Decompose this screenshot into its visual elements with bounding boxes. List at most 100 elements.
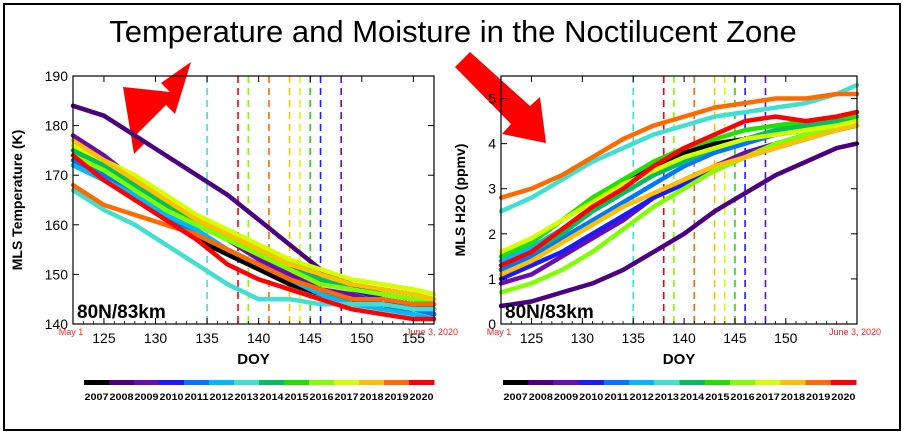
temperature-y-axis-label: MLS Temperature (K) bbox=[9, 130, 25, 271]
temperature-series-line bbox=[70, 143, 437, 297]
moisture-legend-label: 2012 bbox=[630, 392, 654, 402]
temperature-legend-swatch bbox=[284, 380, 310, 385]
temperature-y-tick-label: 150 bbox=[45, 266, 69, 282]
temperature-x-tick-label: 150 bbox=[350, 330, 374, 346]
moisture-legend-label: 2016 bbox=[730, 392, 754, 402]
moisture-legend-label: 2011 bbox=[604, 392, 628, 402]
moisture-y-tick-label: 0 bbox=[488, 316, 496, 332]
left-red-arrow-icon bbox=[123, 62, 191, 154]
figure-frame bbox=[3, 3, 901, 431]
temperature-legend-swatch bbox=[109, 380, 135, 385]
temperature-legend-label: 2011 bbox=[185, 392, 209, 402]
moisture-region-label: 80N/83km bbox=[505, 302, 594, 323]
temperature-legend-label: 2016 bbox=[310, 392, 334, 402]
temperature-legend-label: 2018 bbox=[360, 392, 384, 402]
temperature-x-tick-label: 155 bbox=[402, 330, 426, 346]
temperature-series-line bbox=[70, 138, 437, 302]
moisture-x-tick-label: 145 bbox=[723, 330, 747, 346]
moisture-legend-label: 2018 bbox=[781, 392, 805, 402]
temperature-legend-label: 2007 bbox=[85, 392, 109, 402]
temperature-legend-swatch bbox=[409, 380, 435, 385]
moisture-y-tick-label: 4 bbox=[488, 136, 496, 152]
moisture-plot-frame bbox=[500, 75, 858, 325]
temperature-y-tick-label: 190 bbox=[45, 68, 69, 84]
temperature-legend-label: 2017 bbox=[335, 392, 359, 402]
temperature-legend-swatch bbox=[209, 380, 235, 385]
moisture-legend-swatch bbox=[629, 380, 655, 385]
temperature-legend-label: 2014 bbox=[260, 392, 284, 402]
moisture-legend-label: 2015 bbox=[705, 392, 729, 402]
moisture-legend-swatch bbox=[578, 380, 605, 385]
moisture-x-tick-label: 140 bbox=[672, 330, 696, 346]
moisture-y-tick-label: 5 bbox=[488, 91, 496, 107]
moisture-series-line bbox=[498, 118, 860, 295]
temperature-plot-frame bbox=[72, 75, 435, 325]
moisture-legend-swatch bbox=[603, 380, 630, 385]
moisture-legend-label: 2010 bbox=[579, 392, 603, 402]
temperature-legend-label: 2020 bbox=[410, 392, 434, 402]
temperature-y-tick-label: 140 bbox=[45, 316, 69, 332]
temperature-x-tick-label: 125 bbox=[92, 330, 116, 346]
moisture-series-line bbox=[498, 91, 860, 200]
moisture-x-tick-label: 135 bbox=[622, 330, 646, 346]
moisture-series-line bbox=[498, 123, 860, 277]
moisture-x-axis-label: DOY bbox=[663, 351, 696, 368]
moisture-legend-label: 2009 bbox=[554, 392, 578, 402]
moisture-legend-swatch bbox=[528, 380, 554, 385]
temperature-series-line bbox=[70, 187, 437, 312]
moisture-series-line bbox=[498, 109, 860, 268]
moisture-legend-label: 2019 bbox=[806, 392, 830, 402]
temperature-legend-swatch bbox=[84, 380, 110, 385]
moisture-x-tick-label: 150 bbox=[774, 330, 798, 346]
moisture-legend-label: 2008 bbox=[529, 392, 553, 402]
moisture-x-tick-label: 130 bbox=[571, 330, 595, 346]
temperature-legend-swatch bbox=[309, 380, 335, 385]
moisture-series-line bbox=[498, 82, 860, 214]
temperature-legend-label: 2019 bbox=[385, 392, 409, 402]
moisture-start-date-label: May 1 bbox=[487, 327, 512, 337]
moisture-series-line bbox=[498, 141, 860, 309]
temperature-legend-swatch bbox=[184, 380, 210, 385]
temperature-series-line bbox=[70, 182, 437, 307]
temperature-legend-label: 2008 bbox=[110, 392, 134, 402]
moisture-y-tick-label: 1 bbox=[488, 271, 496, 287]
moisture-y-axis-label: MLS H2O (ppmv) bbox=[452, 144, 468, 257]
temperature-legend-label: 2012 bbox=[210, 392, 234, 402]
moisture-legend-label: 2013 bbox=[655, 392, 679, 402]
temperature-y-tick-label: 160 bbox=[45, 217, 69, 233]
moisture-legend-swatch bbox=[679, 380, 706, 385]
temperature-x-tick-label: 130 bbox=[144, 330, 168, 346]
moisture-legend-swatch bbox=[654, 380, 680, 385]
temperature-legend-swatch bbox=[334, 380, 360, 385]
temperature-x-tick-label: 140 bbox=[247, 330, 271, 346]
moisture-legend-swatch bbox=[830, 380, 857, 385]
figure-title: Temperature and Moisture in the Noctiluc… bbox=[109, 14, 797, 49]
moisture-legend-label: 2017 bbox=[756, 392, 780, 402]
moisture-legend-swatch bbox=[805, 380, 832, 385]
temperature-legend-label: 2010 bbox=[160, 392, 184, 402]
moisture-series-line bbox=[498, 114, 860, 268]
temperature-x-axis-label: DOY bbox=[237, 351, 270, 368]
temperature-start-date-label: May 1 bbox=[59, 327, 84, 337]
temperature-legend-label: 2013 bbox=[235, 392, 259, 402]
moisture-legend-swatch bbox=[553, 380, 580, 385]
moisture-end-date-label: June 3, 2020 bbox=[829, 327, 881, 337]
temperature-series-line bbox=[70, 153, 437, 322]
moisture-series-line bbox=[498, 118, 860, 255]
temperature-legend-swatch bbox=[259, 380, 285, 385]
moisture-legend-swatch bbox=[780, 380, 807, 385]
temperature-legend-swatch bbox=[159, 380, 185, 385]
temperature-x-tick-label: 135 bbox=[195, 330, 219, 346]
temperature-y-tick-label: 180 bbox=[45, 118, 69, 134]
moisture-legend-swatch bbox=[729, 380, 756, 385]
moisture-legend-swatch bbox=[755, 380, 781, 385]
temperature-end-date-label: June 3, 2020 bbox=[406, 327, 458, 337]
moisture-legend-label: 2020 bbox=[831, 392, 855, 402]
temperature-x-tick-label: 145 bbox=[299, 330, 323, 346]
moisture-legend-swatch bbox=[704, 380, 731, 385]
temperature-series-line bbox=[70, 153, 437, 302]
temperature-legend-swatch bbox=[234, 380, 260, 385]
